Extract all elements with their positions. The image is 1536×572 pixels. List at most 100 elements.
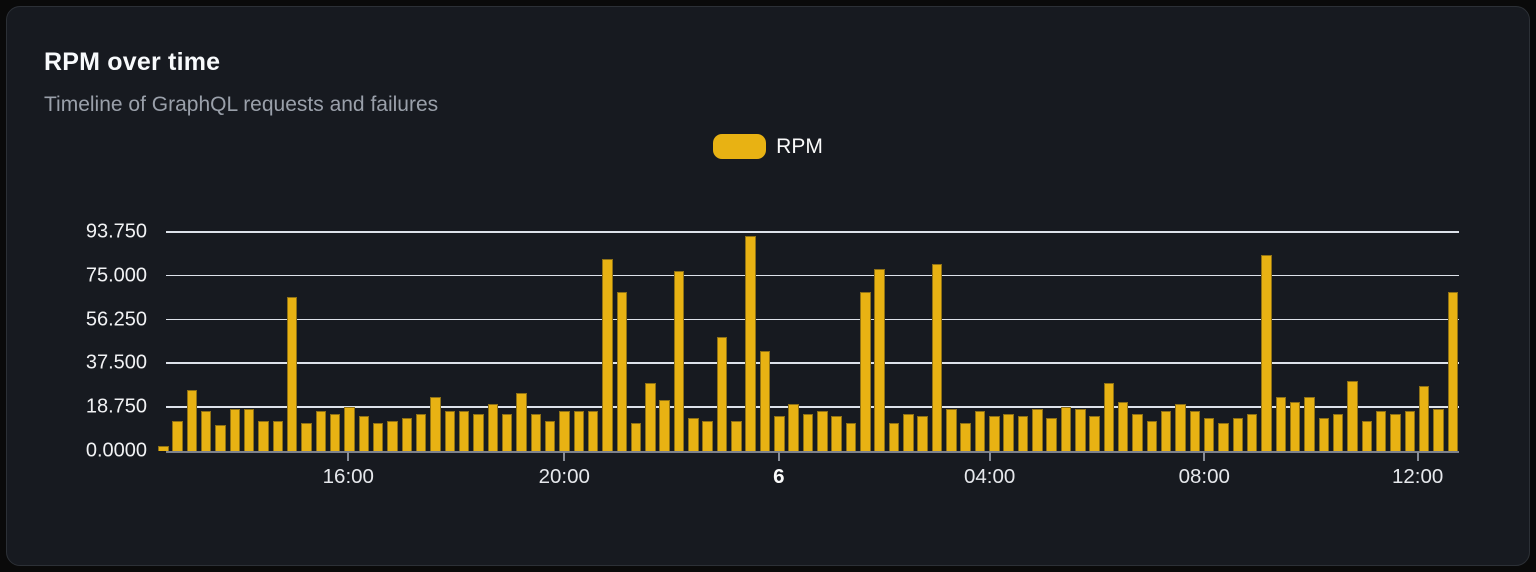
rpm-bar[interactable] [1075, 408, 1086, 451]
rpm-bar[interactable] [229, 408, 241, 451]
rpm-bar[interactable] [974, 411, 986, 451]
rpm-bar[interactable] [272, 420, 284, 451]
rpm-bar[interactable] [630, 422, 642, 451]
rpm-bar[interactable] [1347, 380, 1358, 451]
rpm-bar[interactable] [1304, 397, 1315, 451]
rpm-bar[interactable] [1418, 385, 1430, 451]
rpm-bar[interactable] [903, 413, 914, 451]
rpm-bar[interactable] [487, 404, 499, 451]
y-axis-label: 37.500 [85, 351, 147, 374]
rpm-bar[interactable] [1060, 406, 1072, 451]
rpm-bar[interactable] [559, 411, 570, 451]
rpm-bar[interactable] [1160, 411, 1172, 451]
rpm-bar[interactable] [530, 413, 542, 451]
rpm-bar[interactable] [473, 413, 484, 451]
rpm-bar[interactable] [602, 259, 613, 451]
rpm-bar[interactable] [1017, 415, 1029, 451]
rpm-bar[interactable] [401, 418, 413, 451]
rpm-bar[interactable] [1390, 413, 1401, 451]
rpm-bar[interactable] [1146, 420, 1158, 451]
rpm-bar[interactable] [616, 292, 627, 451]
rpm-bar[interactable] [1218, 422, 1229, 451]
rpm-bar[interactable] [215, 425, 226, 451]
rpm-bar[interactable] [200, 411, 212, 451]
rpm-bar[interactable] [1203, 418, 1215, 451]
rpm-bar[interactable] [989, 415, 1000, 451]
rpm-bar[interactable] [1089, 415, 1100, 451]
rpm-bar[interactable] [258, 420, 269, 451]
rpm-bar[interactable] [301, 422, 312, 451]
rpm-bar[interactable] [587, 411, 599, 451]
rpm-bar[interactable] [759, 350, 771, 451]
rpm-bar[interactable] [516, 392, 527, 451]
rpm-bar[interactable] [960, 422, 971, 451]
y-axis-label: 0.0000 [85, 439, 147, 462]
rpm-bar[interactable] [845, 422, 857, 451]
rpm-bar[interactable] [645, 383, 656, 451]
rpm-bar[interactable] [931, 264, 943, 451]
rpm-bar[interactable] [688, 418, 699, 451]
rpm-bar[interactable] [1103, 383, 1115, 451]
rpm-bar[interactable] [1232, 418, 1244, 451]
legend-item-rpm[interactable]: RPM [713, 134, 823, 160]
rpm-bar[interactable] [329, 413, 341, 451]
rpm-bar[interactable] [1246, 413, 1258, 451]
rpm-bar[interactable] [186, 390, 198, 451]
rpm-bar[interactable] [372, 422, 384, 451]
rpm-bar[interactable] [860, 292, 871, 451]
rpm-bar[interactable] [344, 406, 355, 451]
rpm-bar[interactable] [673, 271, 685, 451]
rpm-bar[interactable] [458, 411, 470, 451]
rpm-bar[interactable] [1032, 408, 1043, 451]
rpm-bar[interactable] [917, 415, 928, 451]
rpm-bar[interactable] [1318, 418, 1330, 451]
rpm-bar[interactable] [817, 411, 828, 451]
rpm-bar[interactable] [1003, 413, 1014, 451]
rpm-bar[interactable] [444, 411, 456, 451]
rpm-bar[interactable] [1117, 401, 1129, 451]
rpm-bar[interactable] [774, 415, 785, 451]
rpm-bar[interactable] [731, 420, 742, 451]
rpm-bar[interactable] [1132, 413, 1143, 451]
rpm-bar[interactable] [1404, 411, 1416, 451]
y-axis-label: 93.750 [85, 220, 147, 243]
y-axis-labels: 0.0000 18.750 37.500 56.250 75.000 93.750 [7, 221, 157, 462]
rpm-bar[interactable] [946, 408, 957, 451]
rpm-bar[interactable] [1361, 420, 1373, 451]
rpm-bar[interactable] [1189, 411, 1201, 451]
rpm-bar[interactable] [1447, 292, 1459, 451]
x-axis-label: 08:00 [1178, 465, 1230, 488]
rpm-bar[interactable] [802, 413, 814, 451]
rpm-bar[interactable] [158, 446, 169, 451]
chart-plot-area: 16:00 20:00 6 04:00 08:00 12:00 [158, 231, 1459, 488]
rpm-bar[interactable] [702, 420, 713, 451]
rpm-bar[interactable] [358, 415, 370, 451]
rpm-bar[interactable] [286, 296, 298, 451]
rpm-bar[interactable] [1332, 413, 1344, 451]
rpm-bar[interactable] [573, 411, 585, 451]
rpm-bar[interactable] [716, 336, 728, 451]
rpm-bar[interactable] [430, 397, 441, 451]
rpm-bar[interactable] [1275, 397, 1287, 451]
rpm-bar[interactable] [1375, 411, 1387, 451]
rpm-bar[interactable] [315, 411, 327, 451]
rpm-bar[interactable] [1433, 408, 1444, 451]
rpm-bar[interactable] [1046, 418, 1057, 451]
rpm-bar[interactable] [788, 404, 799, 451]
rpm-bar[interactable] [745, 236, 756, 451]
rpm-bar[interactable] [544, 420, 556, 451]
rpm-bar[interactable] [243, 408, 255, 451]
rpm-bar[interactable] [387, 420, 398, 451]
rpm-bar[interactable] [874, 268, 885, 451]
rpm-bar[interactable] [831, 415, 842, 451]
rpm-bar[interactable] [172, 420, 183, 451]
rpm-bar[interactable] [1289, 401, 1301, 451]
rpm-bar[interactable] [1175, 404, 1186, 451]
rpm-bar[interactable] [659, 399, 670, 451]
rpm-bar[interactable] [888, 422, 900, 451]
rpm-bar[interactable] [1261, 254, 1272, 451]
y-axis-label: 56.250 [85, 308, 147, 331]
rpm-bar[interactable] [415, 413, 427, 451]
rpm-bar[interactable] [501, 413, 513, 451]
x-tick-mark [1203, 452, 1206, 461]
